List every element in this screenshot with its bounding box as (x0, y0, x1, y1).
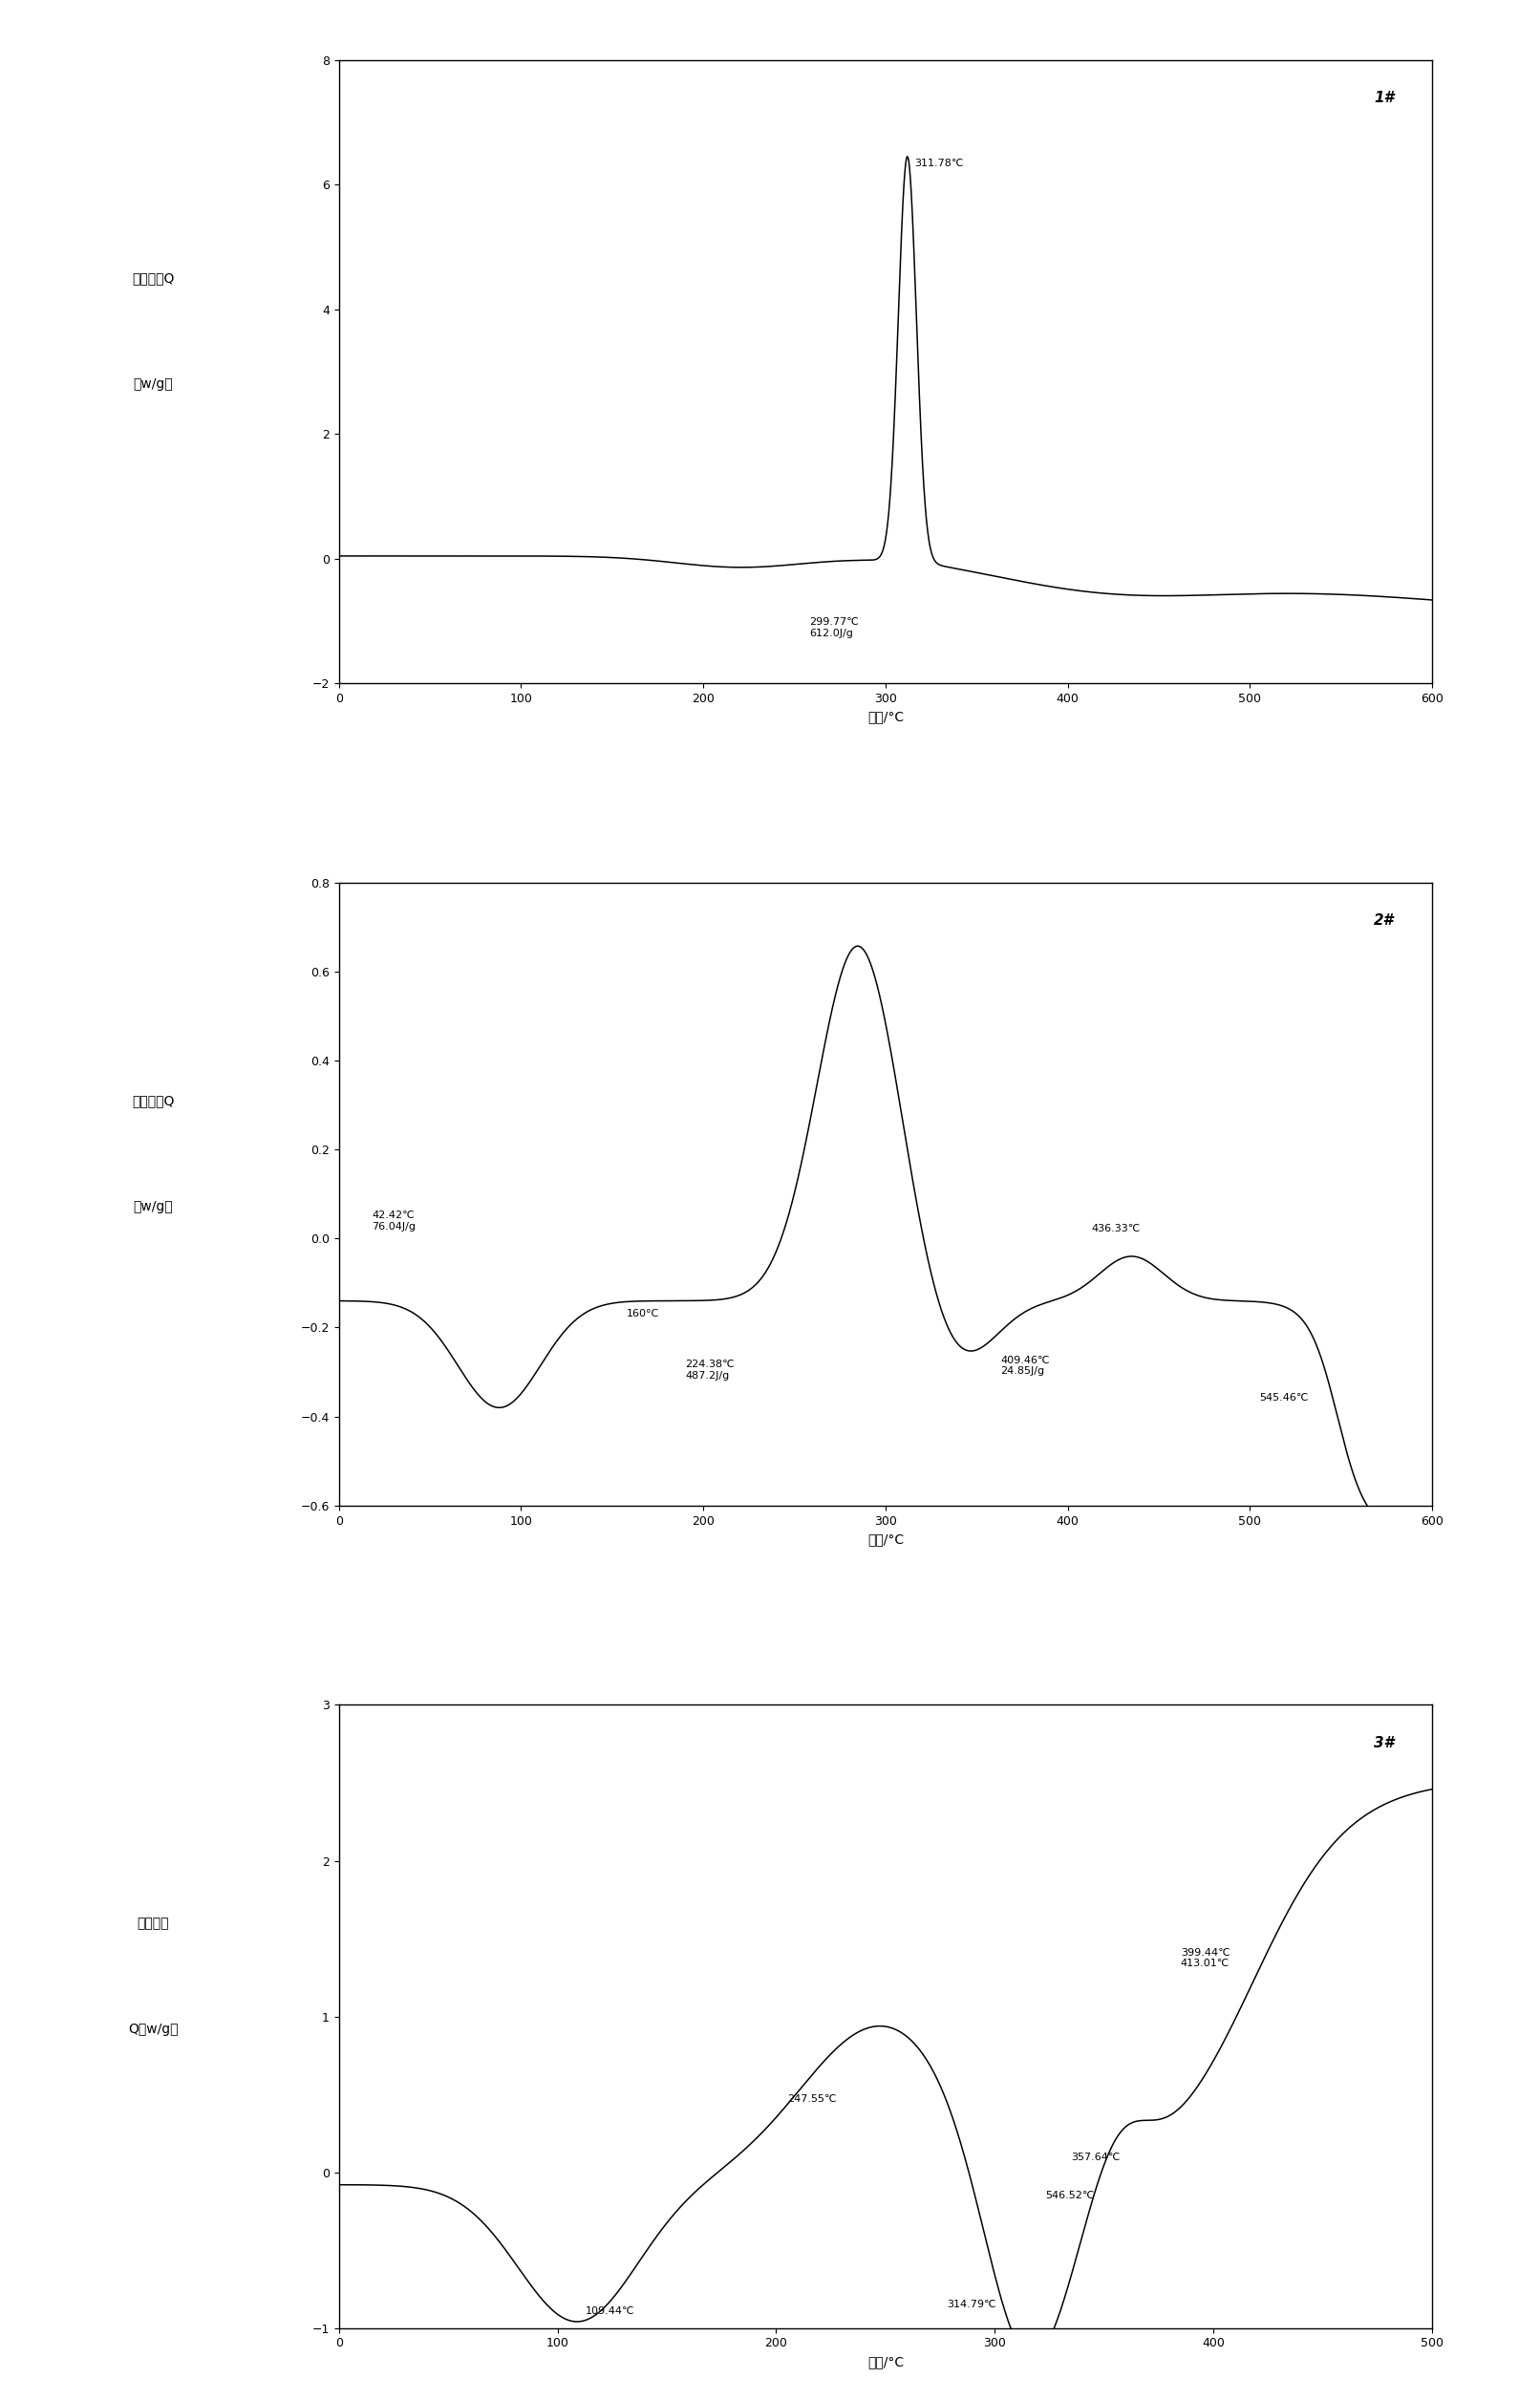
Text: 2#: 2# (1374, 914, 1394, 929)
X-axis label: 温度/°C: 温度/°C (867, 710, 904, 722)
Text: 357.64℃: 357.64℃ (1072, 2153, 1121, 2162)
Text: 224.38℃
487.2J/g: 224.38℃ 487.2J/g (685, 1361, 735, 1380)
Text: 546.52℃: 546.52℃ (1046, 2191, 1095, 2201)
Text: 42.42℃
76.04J/g: 42.42℃ 76.04J/g (371, 1212, 416, 1231)
Text: 热流速率: 热流速率 (137, 1915, 169, 1930)
Text: 299.77℃
612.0J/g: 299.77℃ 612.0J/g (809, 617, 858, 638)
Text: 1#: 1# (1374, 91, 1394, 106)
Text: 314.79℃: 314.79℃ (947, 2299, 996, 2309)
X-axis label: 温度/°C: 温度/°C (867, 1534, 904, 1546)
Text: （w/g）: （w/g） (132, 1200, 172, 1212)
Text: 热流速率Q: 热流速率Q (132, 271, 174, 286)
X-axis label: 温度/°C: 温度/°C (867, 2354, 904, 2369)
Text: 436.33℃: 436.33℃ (1092, 1224, 1141, 1234)
Text: （w/g）: （w/g） (132, 377, 172, 391)
Text: Q（w/g）: Q（w/g） (128, 2023, 179, 2035)
Text: 247.55℃: 247.55℃ (787, 2095, 836, 2105)
Text: 311.78℃: 311.78℃ (915, 158, 964, 168)
Text: 545.46℃: 545.46℃ (1260, 1394, 1307, 1404)
Text: 热流速率Q: 热流速率Q (132, 1094, 174, 1106)
Text: 160°C: 160°C (627, 1308, 659, 1318)
Text: 399.44℃
413.01℃: 399.44℃ 413.01℃ (1181, 1949, 1230, 1968)
Text: 409.46℃
24.85J/g: 409.46℃ 24.85J/g (1001, 1356, 1049, 1375)
Text: 109.44℃: 109.44℃ (585, 2306, 634, 2316)
Text: 3#: 3# (1374, 1735, 1394, 1750)
